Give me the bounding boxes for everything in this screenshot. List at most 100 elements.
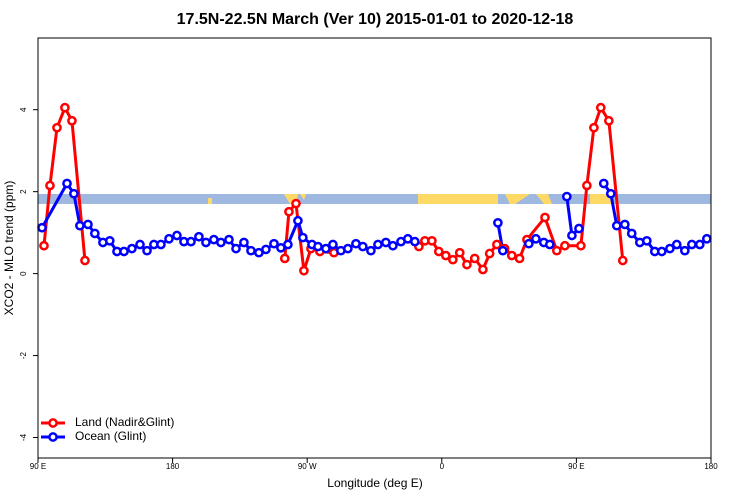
data-point <box>67 115 77 126</box>
data-point <box>194 231 204 242</box>
y-tick-label: 2 <box>19 189 28 194</box>
data-point <box>497 245 508 256</box>
data-point <box>567 230 577 241</box>
data-point <box>135 239 145 250</box>
data-point <box>611 220 622 231</box>
data-point <box>388 240 398 251</box>
data-point <box>561 191 572 202</box>
data-point <box>574 223 584 234</box>
data-point <box>39 240 49 251</box>
data-point <box>626 228 637 239</box>
data-point <box>491 239 502 250</box>
y-tick-label: -4 <box>19 433 28 441</box>
data-point <box>328 239 338 250</box>
data-point <box>127 243 137 254</box>
data-point <box>231 243 241 254</box>
x-tick-label: 90 W <box>298 462 317 471</box>
data-point <box>357 241 368 252</box>
data-point <box>540 212 550 223</box>
data-point <box>283 239 293 250</box>
data-point <box>343 243 353 254</box>
chart-title: 17.5N-22.5N March (Ver 10) 2015-01-01 to… <box>177 11 574 28</box>
data-point <box>427 235 437 246</box>
data-point <box>433 246 444 257</box>
data-point <box>478 264 488 275</box>
data-point <box>671 239 682 250</box>
data-point <box>279 253 290 264</box>
legend-marker <box>48 418 58 428</box>
mask-land <box>300 194 306 200</box>
data-point <box>313 241 323 252</box>
data-point <box>37 222 47 233</box>
data-point <box>595 102 606 113</box>
data-point <box>142 245 152 256</box>
x-tick-label: 90 E <box>30 462 46 471</box>
mask-land <box>536 194 552 204</box>
data-point <box>604 115 614 126</box>
data-point <box>462 259 472 270</box>
x-axis-label: Longitude (deg E) <box>327 476 422 490</box>
data-point <box>284 206 294 217</box>
x-tick-label: 90 E <box>568 462 584 471</box>
data-point <box>514 253 525 264</box>
mask-land <box>590 194 612 204</box>
data-point <box>45 180 55 191</box>
data-point <box>299 265 309 276</box>
data-point <box>576 240 586 251</box>
data-point <box>119 246 129 257</box>
legend-label: Ocean (Glint) <box>75 429 146 443</box>
data-point <box>83 219 93 230</box>
data-point <box>484 248 495 259</box>
y-tick-label: -2 <box>19 351 28 359</box>
data-point <box>589 122 599 133</box>
y-tick-label: 4 <box>19 107 28 112</box>
data-point <box>448 254 458 265</box>
data-point <box>224 234 234 245</box>
plot-area <box>37 102 712 276</box>
data-point <box>582 180 592 191</box>
x-tick-label: 180 <box>704 462 718 471</box>
data-point <box>598 178 609 189</box>
mask-land <box>505 194 530 204</box>
data-point <box>261 244 271 255</box>
data-point <box>523 238 534 249</box>
y-axis-label: XCO2 - MLO trend (ppm) <box>2 181 16 316</box>
data-point <box>69 188 79 199</box>
data-point <box>641 235 652 246</box>
data-point <box>269 238 279 249</box>
data-point <box>440 250 451 261</box>
data-point <box>62 178 72 189</box>
mask-land <box>208 198 212 204</box>
data-point <box>617 255 628 266</box>
plot-frame <box>37 37 712 459</box>
data-point <box>410 236 420 247</box>
data-point <box>216 237 226 248</box>
data-point <box>531 233 541 244</box>
data-point <box>104 235 115 246</box>
data-point <box>679 245 690 256</box>
data-point <box>75 220 85 231</box>
data-point <box>656 246 667 257</box>
data-point <box>89 228 100 239</box>
data-point <box>172 230 182 241</box>
data-point <box>80 255 90 266</box>
data-point <box>544 239 555 250</box>
mask-land <box>418 194 498 204</box>
data-point <box>373 239 383 250</box>
data-point <box>321 243 331 254</box>
x-tick-label: 0 <box>440 462 445 471</box>
legend-label: Land (Nadir&Glint) <box>75 415 174 429</box>
data-point <box>366 245 376 256</box>
data-point <box>164 233 174 244</box>
mask-band <box>38 194 711 204</box>
data-point <box>201 237 211 248</box>
land-ocean-mask <box>38 194 711 204</box>
x-tick-label: 180 <box>166 462 180 471</box>
data-point <box>454 247 465 258</box>
y-tick-label: 0 <box>19 271 28 276</box>
data-point <box>687 239 697 250</box>
data-point <box>239 237 249 248</box>
data-point <box>60 102 70 113</box>
data-point <box>620 219 630 230</box>
